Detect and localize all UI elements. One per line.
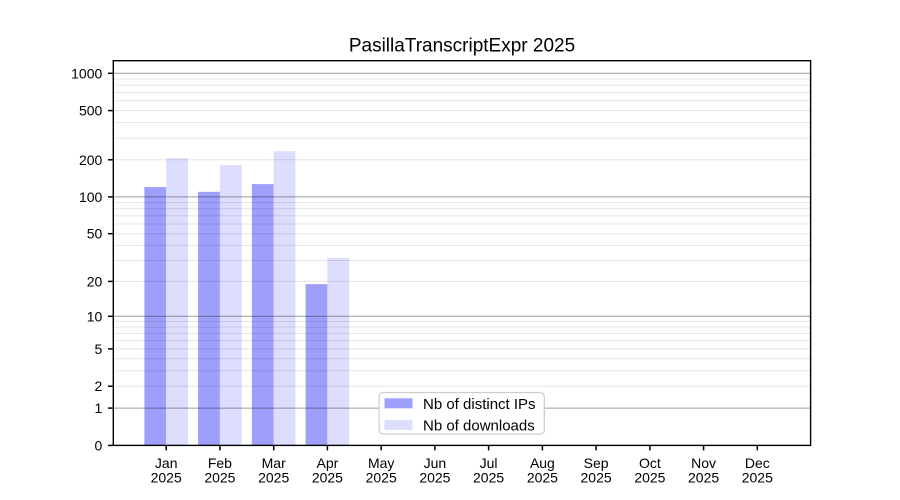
svg-text:1000: 1000	[71, 65, 102, 81]
svg-text:Apr: Apr	[317, 455, 339, 471]
svg-text:Nov: Nov	[691, 455, 716, 471]
svg-text:Jan: Jan	[155, 455, 178, 471]
svg-text:Jun: Jun	[424, 455, 447, 471]
svg-text:Nb of distinct IPs: Nb of distinct IPs	[423, 396, 536, 413]
svg-text:2025: 2025	[312, 469, 343, 485]
svg-text:2025: 2025	[581, 469, 612, 485]
svg-text:2025: 2025	[688, 469, 719, 485]
svg-text:500: 500	[79, 103, 103, 119]
svg-text:2025: 2025	[258, 469, 289, 485]
svg-text:Jul: Jul	[480, 455, 498, 471]
svg-text:Aug: Aug	[530, 455, 555, 471]
svg-text:2025: 2025	[366, 469, 397, 485]
svg-text:2025: 2025	[151, 469, 182, 485]
svg-text:2025: 2025	[527, 469, 558, 485]
svg-text:2025: 2025	[419, 469, 450, 485]
svg-text:2025: 2025	[634, 469, 665, 485]
svg-text:Oct: Oct	[639, 455, 661, 471]
svg-text:Feb: Feb	[208, 455, 232, 471]
svg-text:100: 100	[79, 189, 103, 205]
svg-text:10: 10	[87, 308, 103, 324]
svg-text:2025: 2025	[742, 469, 773, 485]
svg-text:May: May	[368, 455, 394, 471]
svg-text:2: 2	[95, 378, 103, 394]
svg-text:50: 50	[87, 226, 103, 242]
svg-text:2025: 2025	[204, 469, 235, 485]
svg-text:20: 20	[87, 273, 103, 289]
svg-text:5: 5	[95, 341, 103, 357]
svg-text:0: 0	[95, 437, 103, 453]
svg-text:200: 200	[79, 152, 103, 168]
svg-text:2025: 2025	[473, 469, 504, 485]
svg-text:Mar: Mar	[262, 455, 286, 471]
svg-text:1: 1	[95, 400, 103, 416]
svg-text:Nb of downloads: Nb of downloads	[423, 418, 535, 435]
svg-text:Dec: Dec	[745, 455, 770, 471]
svg-text:Sep: Sep	[584, 455, 609, 471]
svg-text:PasillaTranscriptExpr 2025: PasillaTranscriptExpr 2025	[349, 36, 575, 57]
